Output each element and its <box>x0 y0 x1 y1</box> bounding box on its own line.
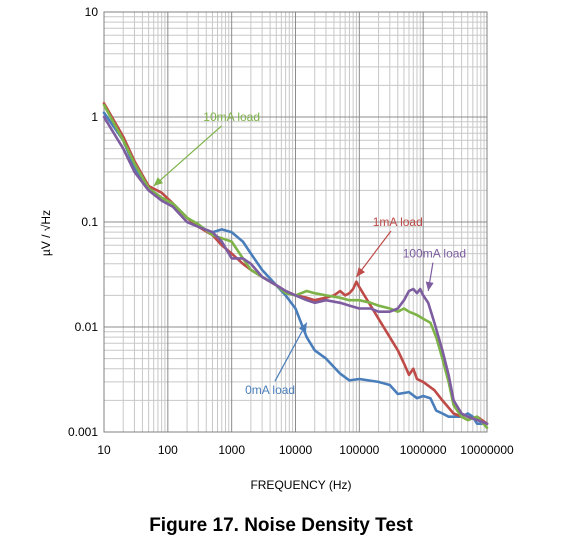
annotation-arrowhead <box>153 177 164 187</box>
figure-caption: Figure 17. Noise Density Test <box>149 515 413 536</box>
y-tick-label: 0.1 <box>81 215 98 229</box>
x-tick-label: 10000 <box>279 443 313 457</box>
annotation-arrowhead <box>356 267 366 277</box>
x-tick-label: 1000 <box>218 443 245 457</box>
x-tick-label: 100000 <box>339 443 379 457</box>
series-line <box>102 103 489 430</box>
series-line <box>102 115 489 426</box>
annotation-label: 1mA load <box>373 215 423 229</box>
annotation-arrowhead <box>425 281 434 292</box>
x-tick-label: 100 <box>158 443 178 457</box>
x-tick-label: 1000000 <box>400 443 447 457</box>
y-axis-title: µV / √Hz <box>39 210 53 256</box>
series-layer <box>102 102 489 430</box>
annotation-label: 0mA load <box>245 383 295 397</box>
y-tick-label: 10 <box>85 5 99 19</box>
y-tick-labels: 10 1 0.1 0.01 0.001 <box>68 5 98 439</box>
annotation-arrow-line <box>153 125 222 187</box>
annotation-arrow-line <box>274 322 308 382</box>
annotation-arrow-line <box>355 230 392 278</box>
x-tick-label: 10 <box>97 443 111 457</box>
y-tick-label: 1 <box>91 110 98 124</box>
annotation-label: 10mA load <box>203 110 260 124</box>
y-tick-label: 0.001 <box>68 425 98 439</box>
annotation-label: 100mA load <box>403 247 466 261</box>
x-axis-title: FREQUENCY (Hz) <box>250 478 351 492</box>
annotation-layer: 10mA load 1mA load 100mA load 0mA load <box>153 110 466 397</box>
y-tick-label: 0.01 <box>75 320 99 334</box>
plot-border <box>103 11 488 433</box>
x-tick-label: 10000000 <box>460 443 514 457</box>
x-tick-labels: 10 100 1000 10000 100000 1000000 10000000 <box>97 443 514 457</box>
annotation-arrowhead <box>298 322 307 333</box>
